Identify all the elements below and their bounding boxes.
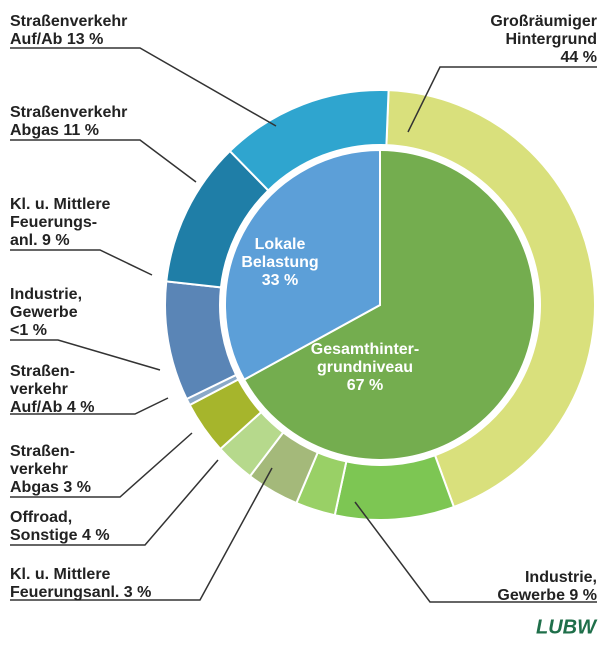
inner-label: Lokale <box>255 236 306 253</box>
leader-line <box>10 47 277 127</box>
leader-line <box>10 339 161 371</box>
inner-label: 67 % <box>347 377 383 394</box>
outer-label: Gewerbe 9 % <box>497 587 597 604</box>
outer-label: Auf/Ab 13 % <box>10 31 103 48</box>
outer-label: <1 % <box>10 322 47 339</box>
leader-line <box>354 501 597 603</box>
leader-line <box>10 249 153 276</box>
outer-label: Offroad, <box>10 509 72 526</box>
outer-label: Straßenverkehr <box>10 13 127 30</box>
outer-label: Abgas 11 % <box>10 122 99 139</box>
outer-segment <box>385 89 596 509</box>
outer-label: Hintergrund <box>505 31 597 48</box>
outer-label: 44 % <box>561 49 597 66</box>
outer-label: Gewerbe <box>10 304 78 321</box>
outer-label: verkehr <box>10 461 68 478</box>
leader-line <box>10 432 193 498</box>
outer-label: anl. 9 % <box>10 232 70 249</box>
outer-label: Industrie, <box>525 569 597 586</box>
outer-label: Großräumiger <box>490 13 597 30</box>
outer-label: Feuerungs- <box>10 214 97 231</box>
leader-line <box>10 467 273 601</box>
leader-line <box>407 66 597 133</box>
outer-label: Kl. u. Mittlere <box>10 196 111 213</box>
outer-label: Auf/Ab 4 % <box>10 399 94 416</box>
leader-line <box>10 397 169 415</box>
inner-label: Gesamthinter- <box>311 341 419 358</box>
outer-label: verkehr <box>10 381 68 398</box>
outer-label: Straßen- <box>10 443 75 460</box>
logo: LUBW <box>536 616 598 638</box>
outer-label: Straßen- <box>10 363 75 380</box>
leader-line <box>10 459 219 546</box>
outer-label: Sonstige 4 % <box>10 527 110 544</box>
leader-line <box>10 139 197 183</box>
outer-segment <box>333 453 456 521</box>
outer-label: Abgas 3 % <box>10 479 91 496</box>
outer-segment <box>228 89 390 192</box>
outer-label: Feuerungsanl. 3 % <box>10 584 151 601</box>
inner-label: grundniveau <box>317 359 413 376</box>
outer-label: Straßenverkehr <box>10 104 127 121</box>
outer-label: Industrie, <box>10 286 82 303</box>
inner-segment <box>242 148 536 461</box>
inner-label: Belastung <box>241 254 318 271</box>
inner-label: 33 % <box>262 272 298 289</box>
inner-segment <box>224 148 381 382</box>
outer-label: Kl. u. Mittlere <box>10 566 111 583</box>
